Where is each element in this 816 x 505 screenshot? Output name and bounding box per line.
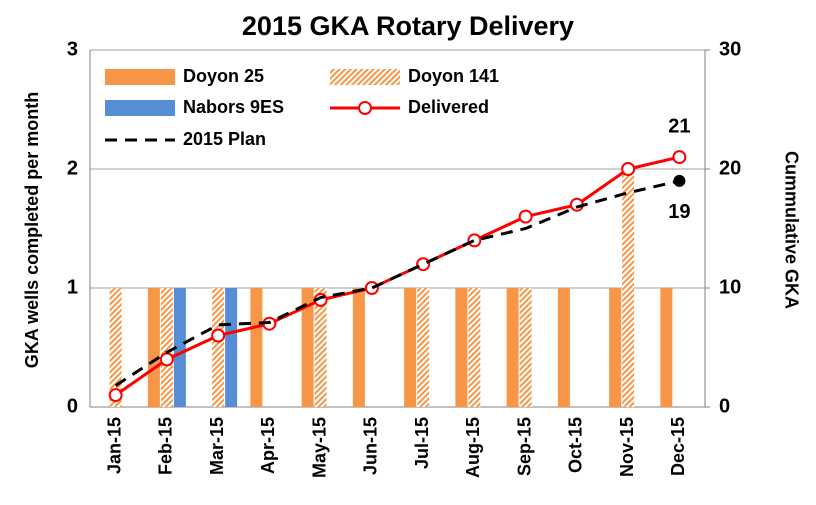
- bar: [147, 288, 160, 407]
- bar: [506, 288, 519, 407]
- x-tick-label: Aug-15: [463, 417, 483, 478]
- data-label: 19: [668, 201, 690, 223]
- bar: [225, 288, 238, 407]
- x-tick-label: May-15: [309, 417, 329, 478]
- bar: [609, 288, 622, 407]
- marker: [672, 150, 687, 165]
- bar: [301, 288, 314, 407]
- y2-tick-label: 0: [719, 395, 730, 417]
- bar: [404, 288, 417, 407]
- bar: [622, 169, 635, 407]
- bar: [557, 288, 570, 407]
- y2-axis-label: Cummulative GKA: [781, 151, 801, 309]
- bar: [212, 288, 225, 407]
- bar: [314, 288, 327, 407]
- bar: [660, 288, 673, 407]
- marker: [364, 281, 379, 295]
- y-tick-label: 2: [67, 157, 78, 179]
- bar: [250, 288, 263, 407]
- bar: [173, 288, 186, 407]
- x-tick-label: Nov-15: [617, 417, 637, 477]
- x-tick-label: Jun-15: [361, 417, 381, 475]
- y2-tick-label: 10: [719, 276, 741, 298]
- legend-label: Doyon 141: [408, 66, 499, 86]
- x-tick-label: Jul-15: [412, 417, 432, 469]
- x-tick-label: Oct-15: [566, 417, 586, 473]
- marker: [621, 162, 636, 176]
- y2-tick-label: 20: [719, 157, 741, 179]
- legend-label: Delivered: [408, 97, 489, 117]
- marker: [211, 328, 226, 343]
- line: [114, 179, 680, 387]
- bar: [352, 288, 365, 407]
- y-tick-label: 0: [67, 395, 78, 417]
- marker: [416, 257, 431, 272]
- x-tick-label: Mar-15: [207, 417, 227, 475]
- legend-swatch: [105, 100, 175, 116]
- chart-title: 2015 GKA Rotary Delivery: [242, 11, 574, 41]
- bar: [417, 288, 430, 407]
- y2-tick-label: 30: [719, 38, 741, 60]
- bar: [519, 288, 532, 407]
- x-tick-label: Feb-15: [156, 417, 176, 475]
- y-tick-label: 3: [67, 38, 78, 60]
- legend-label: Doyon 25: [183, 66, 264, 86]
- bar: [160, 288, 173, 407]
- marker: [467, 233, 482, 248]
- legend-marker: [358, 101, 372, 115]
- y-tick-label: 1: [67, 276, 78, 298]
- x-tick-label: Dec-15: [668, 417, 688, 476]
- legend-label: 2015 Plan: [183, 129, 266, 149]
- marker: [108, 388, 123, 403]
- y-axis-label: GKA wells completed per month: [22, 92, 42, 368]
- marker: [159, 352, 174, 367]
- legend-swatch: [330, 69, 400, 85]
- bar: [468, 288, 481, 407]
- x-tick-label: Apr-15: [258, 417, 278, 474]
- end-marker: [673, 174, 686, 187]
- bar: [109, 288, 122, 407]
- marker: [518, 209, 533, 224]
- x-tick-label: Sep-15: [514, 417, 534, 476]
- data-label: 21: [668, 115, 690, 137]
- legend-swatch: [105, 69, 175, 85]
- x-tick-label: Jan-15: [104, 417, 124, 474]
- bar: [455, 288, 468, 407]
- legend-label: Nabors 9ES: [183, 97, 284, 117]
